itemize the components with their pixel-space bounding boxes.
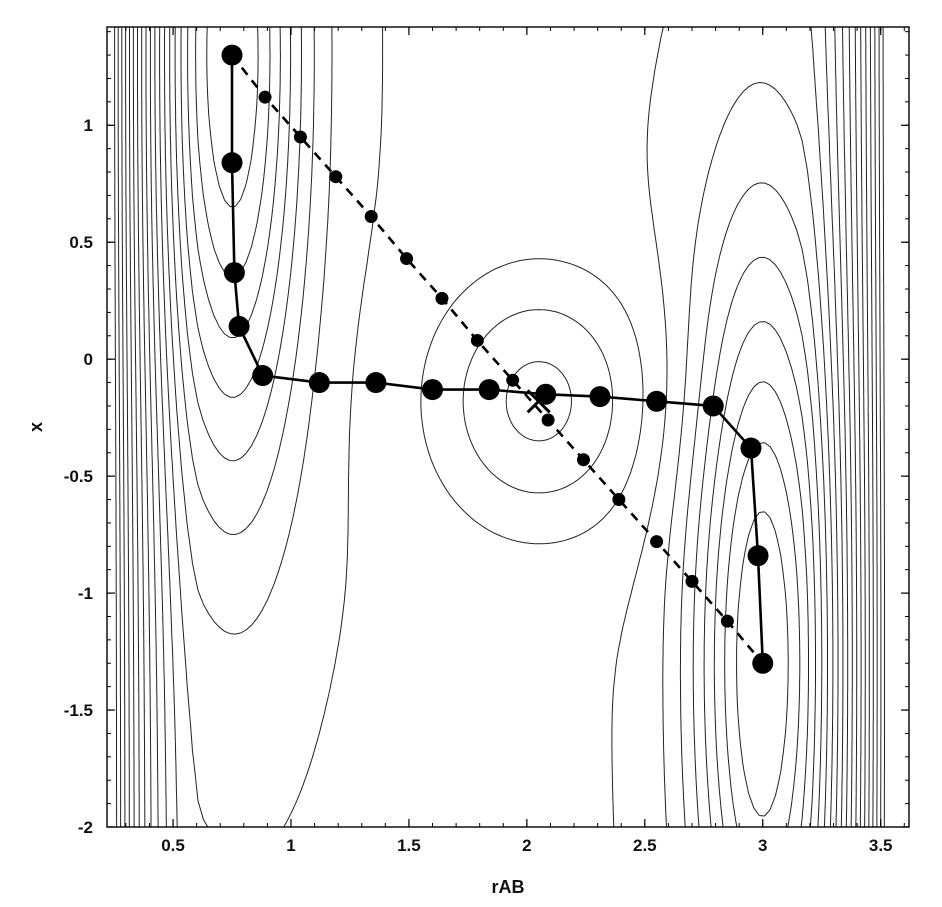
series-dashed-point: [470, 333, 484, 347]
y-tick-label: -0.5: [64, 467, 93, 486]
y-tick-label: -1.5: [64, 701, 93, 720]
x-tick-label: 3.5: [869, 836, 893, 855]
contour-line-14: [129, 27, 870, 827]
series-layer: [221, 44, 774, 674]
x-tick-label: 1.5: [397, 836, 421, 855]
y-tick-label: -1: [78, 584, 93, 603]
series-dashed-point: [435, 291, 449, 305]
series-dashed-point: [364, 209, 378, 223]
x-tick-label: 2: [522, 836, 531, 855]
series-dashed-point: [685, 574, 699, 588]
tick-labels: 0.5 1 1.5 2 2.5 3 3.5 1 0.5 0 -0.5 -1 -1.5 -2: [64, 116, 893, 855]
series-solid-point: [221, 152, 243, 174]
series-solid-point: [252, 365, 274, 387]
series-dashed-point: [258, 90, 272, 104]
series-solid-point: [589, 386, 611, 408]
series-dashed-line: [230, 54, 764, 665]
series-dashed-point: [506, 373, 520, 387]
contour-line-0: [206, 27, 789, 817]
contour-line-6: [164, 27, 834, 827]
contour-line-7: [159, 27, 839, 827]
series-dashed-point: [225, 48, 239, 62]
contour-line-10: [145, 27, 853, 827]
series-solid-point: [422, 379, 444, 401]
series-solid-point: [365, 372, 387, 394]
x-tick-label: 2.5: [633, 836, 657, 855]
y-tick-label: 0.5: [69, 233, 93, 252]
x-tick-label: 1: [286, 836, 295, 855]
series-dashed-point: [650, 535, 664, 549]
series-dashed-point: [576, 453, 590, 467]
series-dashed-point: [293, 130, 307, 144]
contour-line-17: [117, 27, 882, 827]
contour-line-11: [141, 27, 858, 827]
y-axis-title: x: [26, 422, 46, 432]
contour-line-12: [137, 27, 862, 827]
contour-line-18: [114, 27, 885, 827]
series-dashed-point: [541, 413, 555, 427]
x-axis-title: rAB: [491, 877, 524, 897]
series-solid-point: [223, 262, 245, 284]
series-solid-point: [702, 395, 724, 417]
plot-frame: [106, 26, 910, 828]
contour-line-9: [149, 27, 849, 827]
series-dashed-point: [720, 614, 734, 628]
contour-line-15: [125, 27, 874, 827]
y-tick-label: -2: [78, 818, 93, 837]
contour-line-13: [132, 27, 866, 827]
series-solid-point: [478, 379, 500, 401]
y-tick-label: 1: [84, 116, 93, 135]
contour-line-5: [169, 27, 828, 827]
axis-ticks: [107, 27, 909, 828]
saddle-point-layer: [526, 389, 551, 414]
x-tick-label: 0.5: [161, 836, 185, 855]
contour-line-1: [195, 27, 801, 827]
series-dashed-point: [756, 656, 770, 670]
contour-line-8: [154, 27, 844, 827]
series-solid-point: [308, 372, 330, 394]
series-solid-line: [230, 55, 765, 664]
series-dashed-point: [400, 252, 414, 266]
contour-line-16: [121, 27, 878, 827]
series-solid-point: [646, 390, 668, 412]
series-solid-point: [228, 315, 250, 337]
series-solid-point: [747, 545, 769, 567]
x-tick-label: 3: [758, 836, 767, 855]
series-dashed-point: [612, 493, 626, 507]
saddle-point-cross: [526, 389, 551, 414]
y-tick-label: 0: [84, 350, 93, 369]
contour-line-3: [180, 27, 816, 827]
contour-line-4: [174, 27, 823, 827]
potential-energy-contours: [114, 27, 885, 827]
series-dashed-point: [329, 170, 343, 184]
series-solid-point: [740, 437, 762, 459]
